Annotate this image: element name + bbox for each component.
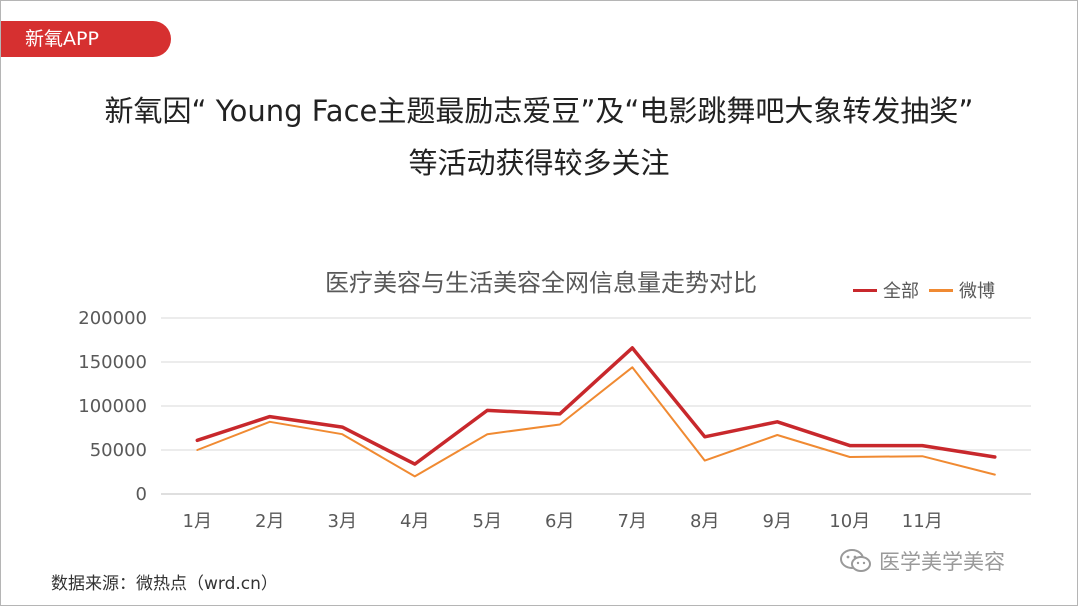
chart-legend: 全部 微博 bbox=[853, 278, 1005, 302]
y-tick-label: 0 bbox=[136, 484, 147, 505]
legend-label-all: 全部 bbox=[883, 281, 919, 302]
legend-label-weibo: 微博 bbox=[959, 281, 995, 302]
legend-item-weibo: 微博 bbox=[929, 277, 995, 303]
legend-item-all: 全部 bbox=[853, 277, 919, 303]
y-tick-label: 150000 bbox=[78, 352, 147, 373]
x-tick-label: 10月 bbox=[829, 511, 870, 532]
series-line-weibo bbox=[196, 366, 996, 478]
legend-swatch-all bbox=[853, 288, 877, 292]
y-tick-label: 200000 bbox=[78, 308, 147, 329]
x-tick-label: 11月 bbox=[902, 511, 943, 532]
x-tick-label: 6月 bbox=[545, 511, 574, 532]
x-tick-label: 3月 bbox=[328, 511, 357, 532]
x-tick-label: 2月 bbox=[255, 511, 284, 532]
watermark: 医学美学美容 bbox=[839, 546, 1005, 576]
x-tick-label: 4月 bbox=[400, 511, 429, 532]
app-tag: 新氧APP bbox=[1, 21, 171, 57]
source-note: 数据来源：微热点（wrd.cn） bbox=[51, 574, 278, 594]
x-tick-label: 9月 bbox=[763, 511, 792, 532]
x-tick-label: 1月 bbox=[183, 511, 212, 532]
headline: 新氧因“ Young Face主题最励志爱豆”及“电影跳舞吧大象转发抽奖” 等活… bbox=[41, 85, 1037, 189]
watermark-text: 医学美学美容 bbox=[879, 550, 1005, 574]
y-tick-label: 100000 bbox=[78, 396, 147, 417]
legend-swatch-weibo bbox=[929, 288, 953, 292]
x-tick-label: 7月 bbox=[618, 511, 647, 532]
headline-line-2: 等活动获得较多关注 bbox=[408, 146, 670, 180]
series-line-all bbox=[195, 346, 997, 466]
x-tick-label: 8月 bbox=[690, 511, 719, 532]
chart-title: 医疗美容与生活美容全网信息量走势对比 bbox=[325, 269, 757, 297]
x-tick-label: 5月 bbox=[473, 511, 502, 532]
y-tick-label: 50000 bbox=[90, 440, 147, 461]
wechat-icon bbox=[840, 549, 871, 572]
headline-line-1: 新氧因“ Young Face主题最励志爱豆”及“电影跳舞吧大象转发抽奖” bbox=[104, 94, 974, 128]
